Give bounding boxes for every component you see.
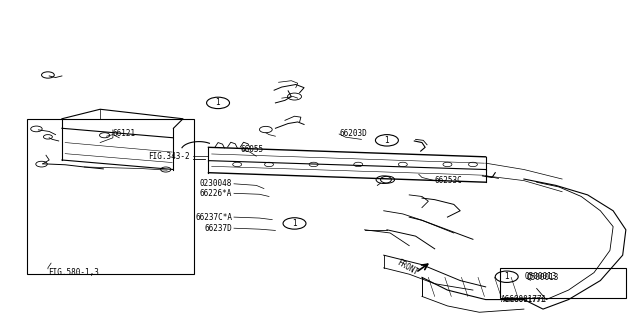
Text: 66203D: 66203D	[339, 130, 367, 139]
Text: Q500013: Q500013	[525, 272, 557, 281]
Text: FIG.580-1,3: FIG.580-1,3	[48, 268, 99, 277]
Text: 66121: 66121	[113, 129, 136, 138]
Bar	[27, 119, 194, 274]
Text: FIG.343-2: FIG.343-2	[148, 152, 189, 161]
Text: 0230048: 0230048	[200, 179, 232, 188]
Text: 66237D: 66237D	[204, 224, 232, 233]
Text: 1: 1	[385, 136, 389, 145]
Text: 1: 1	[292, 219, 297, 228]
Bar	[500, 268, 626, 298]
Text: 1: 1	[504, 272, 509, 281]
Text: A660001771: A660001771	[500, 295, 547, 304]
Text: FRONT: FRONT	[395, 258, 420, 277]
Text: 66253C: 66253C	[435, 176, 463, 185]
Text: 66226*A: 66226*A	[200, 189, 232, 198]
Text: 66237C*A: 66237C*A	[195, 212, 232, 222]
Text: 66055: 66055	[241, 145, 264, 154]
Text: Q500013: Q500013	[527, 273, 559, 282]
Text: A660001771: A660001771	[502, 297, 545, 303]
Text: 1: 1	[216, 99, 220, 108]
